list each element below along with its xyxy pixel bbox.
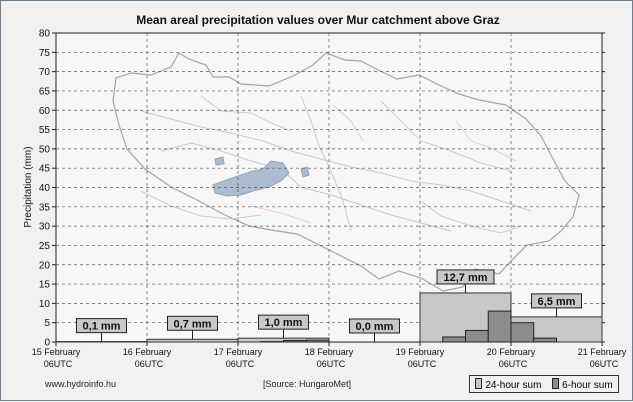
y-tick-label: 50 (39, 144, 51, 155)
y-tick-label: 45 (39, 164, 51, 175)
x-tick-date: 20 February (487, 347, 536, 357)
data-label: 0,1 mm (83, 321, 121, 333)
x-tick-time: 06UTC (226, 359, 255, 369)
bar-6h (511, 323, 534, 342)
bar-6h (284, 340, 307, 342)
legend-swatch-24h (475, 378, 482, 389)
x-tick-time: 06UTC (408, 359, 437, 369)
bar-24h (147, 339, 238, 342)
legend-item-6h: 6-hour sum (552, 378, 613, 391)
y-tick-label: 75 (39, 48, 51, 59)
bar-6h (466, 330, 489, 342)
x-tick-time: 06UTC (499, 359, 528, 369)
x-tick-time: 06UTC (135, 359, 164, 369)
legend-label-24h: 24-hour sum (485, 380, 541, 391)
x-tick-date: 21 February (578, 347, 627, 357)
y-axis-label: Precipitation (mm) (23, 146, 34, 227)
data-label: 12,7 mm (443, 272, 487, 284)
y-tick-label: 80 (39, 29, 51, 40)
y-tick-label: 35 (39, 202, 51, 213)
chart-title: Mean areal precipitation values over Mur… (136, 13, 499, 27)
legend-swatch-6h (552, 378, 559, 389)
x-tick-date: 16 February (123, 347, 172, 357)
data-label: 0,0 mm (356, 321, 394, 333)
data-label: 6,5 mm (538, 296, 576, 308)
x-tick-date: 15 February (32, 347, 81, 357)
bar-6h (488, 311, 511, 342)
source-credit: [Source: HungaroMet] (263, 379, 351, 389)
y-tick-label: 10 (39, 299, 51, 310)
x-axis: 15 February 06UTC 16 February 06UTC 17 Febru… (32, 342, 627, 369)
x-tick-date: 19 February (396, 347, 445, 357)
y-tick-label: 20 (39, 260, 51, 271)
bar-6h (306, 340, 329, 342)
bar-6h (534, 338, 557, 342)
legend: 24-hour sum 6-hour sum (469, 375, 619, 393)
y-tick-label: 70 (39, 67, 51, 78)
y-tick-label: 5 (44, 318, 50, 329)
x-tick-time: 06UTC (317, 359, 346, 369)
website-credit: www.hydroinfo.hu (45, 379, 116, 389)
x-tick-date: 17 February (214, 347, 263, 357)
data-label: 1,0 mm (265, 317, 303, 329)
y-tick-label: 55 (39, 125, 51, 136)
y-tick-label: 30 (39, 222, 51, 233)
data-label: 0,7 mm (174, 318, 212, 330)
y-tick-label: 15 (39, 280, 51, 291)
y-tick-label: 40 (39, 183, 51, 194)
y-tick-label: 65 (39, 86, 51, 97)
y-tick-label: 25 (39, 241, 51, 252)
legend-label-6h: 6-hour sum (562, 380, 613, 391)
bar-6h (443, 337, 466, 342)
x-tick-time: 06UTC (44, 359, 73, 369)
y-tick-label: 60 (39, 106, 51, 117)
x-tick-time: 06UTC (590, 359, 619, 369)
legend-item-24h: 24-hour sum (475, 378, 541, 391)
x-tick-date: 18 February (305, 347, 354, 357)
